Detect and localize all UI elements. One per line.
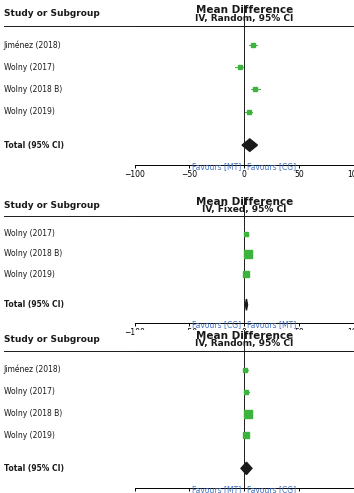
Text: Total (95% CI): Total (95% CI) — [4, 141, 63, 150]
Text: Favours [MT]: Favours [MT] — [247, 320, 296, 329]
Text: IV, Fixed, 95% CI: IV, Fixed, 95% CI — [202, 205, 286, 214]
Text: IV, Random, 95% CI: IV, Random, 95% CI — [195, 339, 293, 348]
Text: IV, Random, 95% CI: IV, Random, 95% CI — [195, 14, 293, 23]
Polygon shape — [245, 299, 247, 311]
Text: Wolny (2017): Wolny (2017) — [4, 63, 55, 72]
Text: Wolny (2018 B): Wolny (2018 B) — [4, 249, 62, 258]
Text: Wolny (2017): Wolny (2017) — [4, 229, 55, 238]
Text: Favours [CG]: Favours [CG] — [247, 162, 296, 171]
Text: Favours [CG]: Favours [CG] — [192, 320, 241, 329]
Text: Wolny (2019): Wolny (2019) — [4, 270, 55, 279]
Text: Mean Difference: Mean Difference — [196, 5, 293, 15]
Text: Favours [MT]: Favours [MT] — [192, 162, 241, 171]
Text: Study or Subgroup: Study or Subgroup — [4, 335, 99, 344]
Text: Wolny (2019): Wolny (2019) — [4, 107, 55, 116]
Text: Wolny (2018 B): Wolny (2018 B) — [4, 409, 62, 418]
Text: Study or Subgroup: Study or Subgroup — [4, 201, 99, 210]
Text: Favours [CG]: Favours [CG] — [247, 485, 296, 493]
Text: Mean Difference: Mean Difference — [196, 331, 293, 341]
Text: Wolny (2018 B): Wolny (2018 B) — [4, 85, 62, 94]
Polygon shape — [241, 462, 252, 474]
Text: Total (95% CI): Total (95% CI) — [4, 300, 63, 309]
Text: Jiménez (2018): Jiménez (2018) — [4, 365, 61, 375]
Text: Study or Subgroup: Study or Subgroup — [4, 9, 99, 18]
Text: Wolny (2019): Wolny (2019) — [4, 431, 55, 440]
Text: Favours [MT]: Favours [MT] — [192, 485, 241, 493]
Text: Jiménez (2018): Jiménez (2018) — [4, 40, 61, 50]
Text: Mean Difference: Mean Difference — [196, 197, 293, 207]
Polygon shape — [242, 139, 257, 151]
Text: Total (95% CI): Total (95% CI) — [4, 464, 63, 473]
Text: Wolny (2017): Wolny (2017) — [4, 387, 55, 396]
